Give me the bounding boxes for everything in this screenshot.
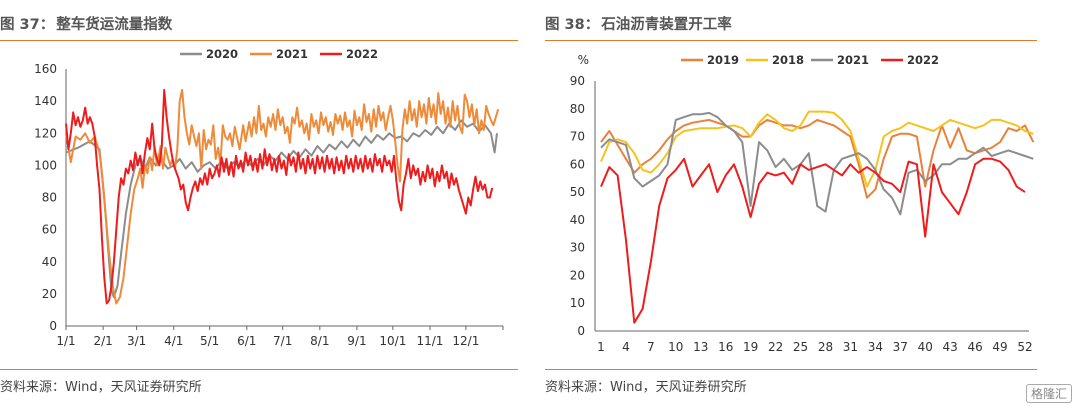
left-series-2022-line [65,88,494,305]
right-top-rule [545,40,1037,41]
left-x-tick-label: 11/1 [416,334,443,348]
left-top-rule [0,40,518,41]
right-x-tick-label: 40 [918,340,933,354]
right-series-2022-line [600,157,1026,324]
right-axes: 0 10 20 30 40 50 60 70 80 90% 1 4 7 10 13 16 19 22 25 28 31 3… [570,53,1033,354]
left-x-tick-label: 8/1 [310,334,329,348]
left-series-2021-line [65,88,500,305]
left-x-tick-label: 7/1 [273,334,292,348]
right-x-tick-label: 7 [647,340,655,354]
left-y-tick-label: 60 [42,223,57,237]
left-figure-title: 图 37： 整车货运流量指数 [0,13,172,34]
right-y-tick-label: 70 [570,130,585,144]
left-x-tick-label: 1/1 [56,334,75,348]
left-x-tick-label: 5/1 [200,334,219,348]
right-y-tick-label: 60 [570,157,585,171]
right-bottom-rule [545,369,1037,370]
right-x-tick-label: 10 [668,340,683,354]
left-legend-label: 2020 [206,47,238,61]
right-y-tick-label: 80 [570,102,585,116]
right-figure-number: 图 38： [545,17,600,33]
right-x-tick-label: 22 [768,340,783,354]
left-y-tick-label: 120 [34,126,57,140]
right-title-text: 石油沥青装置开工率 [601,17,732,33]
right-y-tick-label: 90 [570,74,585,88]
right-source-note: 资料来源：Wind，天风证券研究所 [545,380,747,395]
right-x-tick-label: 13 [693,340,708,354]
right-y-tick-label: 0 [577,324,585,338]
left-y-tick-label: 140 [34,94,57,108]
right-x-tick-label: 28 [818,340,833,354]
left-y-tick-label: 160 [34,62,57,76]
left-source-note: 资料来源：Wind，天风证券研究所 [0,380,202,395]
left-chart-panel: 图 37： 整车货运流量指数 0 20 40 60 80 100 120 140 160 1/1 2/… [0,0,532,409]
left-x-tick-label: 10/1 [379,334,406,348]
left-x-tick-label: 2/1 [93,334,112,348]
right-y-tick-label: 20 [570,268,585,282]
left-x-tick-label: 12/1 [452,334,479,348]
right-chart: 0 10 20 30 40 50 60 70 80 90% 1 4 7 10 13 16 19 22 25 28 31 3… [570,53,1035,354]
left-legend-label: 2021 [276,47,308,61]
right-x-tick-label: 46 [967,340,982,354]
right-series-2018-line [600,110,1034,188]
left-axes: 0 20 40 60 80 100 120 140 160 1/1 2/1 3/1 4/1 5/1 6/1 7… [34,62,504,348]
right-x-tick-label: 43 [943,340,958,354]
left-chart: 0 20 40 60 80 100 120 140 160 1/1 2/1 3/1 4/1 5/1 6/1 7… [34,47,504,348]
right-y-tick-label: 40 [570,213,585,227]
left-y-tick-label: 80 [42,191,57,205]
right-x-tick-label: 16 [718,340,733,354]
left-legend: 2020 2021 2022 [180,47,378,61]
right-y-tick-label: 50 [570,185,585,199]
right-x-tick-label: 1 [597,340,605,354]
left-y-tick-label: 100 [34,158,57,172]
left-x-tick-label: 9/1 [347,334,366,348]
right-y-unit-label: % [578,53,589,67]
right-chart-panel: 图 38： 石油沥青装置开工率 0 10 20 30 40 50 60 70 80 90% 1 4 7 10… [545,0,1080,409]
right-figure-title: 图 38： 石油沥青装置开工率 [545,13,732,34]
right-x-tick-label: 25 [793,340,808,354]
right-x-tick-label: 49 [992,340,1007,354]
right-x-tick-label: 19 [743,340,758,354]
right-x-tick-label: 31 [843,340,858,354]
left-x-tick-label: 6/1 [237,334,256,348]
right-y-tick-label: 30 [570,241,585,255]
left-y-tick-label: 40 [42,255,57,269]
right-x-tick-label: 37 [893,340,908,354]
watermark-logo: 格隆汇 [1025,384,1072,403]
left-y-tick-label: 20 [42,287,57,301]
right-x-tick-label: 52 [1017,340,1032,354]
left-title-text: 整车货运流量指数 [56,17,173,33]
right-y-tick-label: 10 [570,296,585,310]
left-figure-number: 图 37： [0,17,55,33]
right-legend: 2019 2018 2021 2022 [681,53,939,67]
left-legend-label: 2022 [346,47,378,61]
right-legend-label: 2021 [837,53,869,67]
right-legend-label: 2019 [707,53,739,67]
right-legend-label: 2022 [907,53,939,67]
right-x-tick-label: 34 [868,340,883,354]
right-series-2021-line [600,111,1034,216]
left-x-tick-label: 3/1 [127,334,146,348]
left-x-tick-label: 4/1 [164,334,183,348]
left-bottom-rule [0,369,518,370]
right-legend-label: 2018 [772,53,804,67]
left-y-tick-label: 0 [49,319,57,333]
right-x-tick-label: 4 [622,340,630,354]
